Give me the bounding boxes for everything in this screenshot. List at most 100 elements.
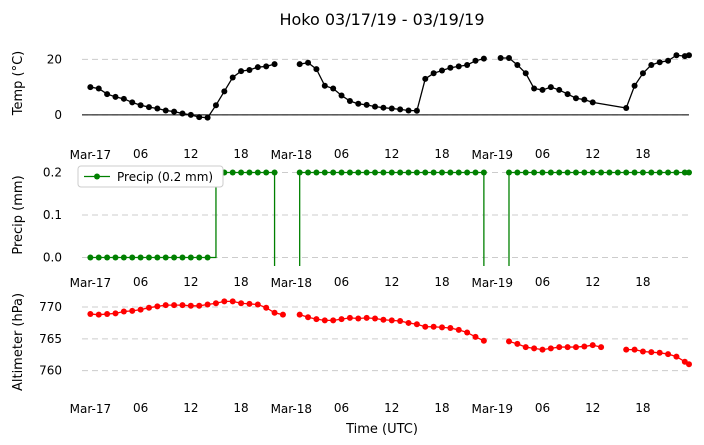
precipitation-data-point — [413, 169, 420, 176]
precipitation-ytick-label: 0.1 — [43, 208, 62, 222]
altimeter-series-line — [90, 300, 284, 316]
precipitation-xtick-label: 18 — [434, 275, 449, 289]
precipitation-data-point — [589, 169, 596, 176]
temperature-data-point — [112, 93, 119, 100]
temperature-data-point — [355, 100, 362, 107]
temperature-data-point — [154, 105, 161, 112]
altimeter-xtick-label: 12 — [585, 401, 600, 415]
temperature-data-point — [547, 84, 554, 91]
altimeter-data-point — [388, 317, 395, 324]
altimeter-xtick-label: 06 — [334, 401, 349, 415]
temperature-xtick-label: 18 — [635, 147, 650, 161]
precipitation-data-point — [556, 169, 563, 176]
altimeter-xtick-label: 06 — [535, 401, 550, 415]
altimeter-xtick-label: 18 — [434, 401, 449, 415]
altimeter-data-point — [279, 311, 286, 318]
temperature-data-point — [397, 106, 404, 113]
altimeter-data-point — [129, 307, 136, 314]
precipitation-data-point — [313, 169, 320, 176]
altimeter-data-point — [120, 308, 127, 315]
altimeter-ytick-label: 760 — [39, 364, 62, 378]
precipitation-data-point — [104, 254, 111, 261]
legend-label: Precip (0.2 mm) — [117, 170, 213, 184]
altimeter-data-point — [598, 344, 605, 351]
altimeter-data-point — [631, 346, 638, 353]
altimeter-xtick-label: Mar-17 — [70, 402, 111, 416]
temperature-data-point — [673, 52, 680, 59]
precipitation-data-point — [380, 169, 387, 176]
altimeter-data-point — [480, 337, 487, 344]
precipitation-data-point — [614, 169, 621, 176]
temperature-data-point — [238, 68, 245, 75]
precipitation-data-point — [648, 169, 655, 176]
precipitation-xtick-label: 06 — [334, 275, 349, 289]
temperature-data-point — [263, 63, 270, 70]
temperature-data-point — [497, 55, 504, 62]
altimeter-data-point — [522, 344, 529, 351]
temperature-data-point — [464, 61, 471, 68]
temperature-data-point — [330, 85, 337, 92]
precipitation-data-point — [363, 169, 370, 176]
temperature-data-point — [254, 64, 261, 71]
precipitation-data-point — [539, 169, 546, 176]
precipitation-data-point — [447, 169, 454, 176]
altimeter-data-point — [439, 324, 446, 331]
temperature-xtick-label: 18 — [233, 147, 248, 161]
altimeter-ytick-label: 770 — [39, 300, 62, 314]
altimeter-data-point — [472, 333, 479, 340]
precipitation-data-point — [631, 169, 638, 176]
precipitation-xtick-label: Mar-18 — [271, 276, 312, 290]
precipitation-data-point — [154, 254, 161, 261]
temperature-data-point — [221, 88, 228, 95]
precipitation-data-point — [405, 169, 412, 176]
altimeter-data-point — [212, 300, 219, 307]
temperature-data-point — [439, 67, 446, 74]
precipitation-data-point — [137, 254, 144, 261]
temperature-xtick-label: 06 — [133, 147, 148, 161]
precipitation-data-point — [681, 169, 688, 176]
altimeter-data-point — [505, 338, 512, 345]
altimeter-data-point — [263, 304, 270, 311]
altimeter-data-point — [187, 302, 194, 309]
altimeter-data-point — [581, 343, 588, 350]
temperature-data-point — [648, 61, 655, 68]
altimeter-xtick-label: 18 — [635, 401, 650, 415]
temperature-data-point — [505, 55, 512, 62]
altimeter-data-point — [673, 353, 680, 360]
temperature-data-point — [305, 59, 312, 66]
temperature-data-point — [531, 85, 538, 92]
altimeter-data-point — [238, 300, 245, 307]
altimeter-data-point — [464, 329, 471, 336]
temperature-data-point — [162, 107, 169, 114]
temperature-data-point — [556, 86, 563, 93]
temperature-data-point — [388, 105, 395, 112]
temperature-data-point — [212, 102, 219, 109]
temperature-xtick-label: 12 — [384, 147, 399, 161]
altimeter-data-point — [112, 310, 119, 317]
precipitation-xtick-label: 18 — [233, 275, 248, 289]
temperature-data-point — [87, 84, 94, 91]
temperature-data-point — [246, 66, 253, 73]
temperature-data-point — [480, 55, 487, 62]
altimeter-data-point — [363, 314, 370, 321]
temperature-data-point — [656, 59, 663, 66]
altimeter-data-point — [95, 311, 102, 318]
precipitation-data-point — [430, 169, 437, 176]
precipitation-data-point — [296, 169, 303, 176]
altimeter-data-point — [639, 348, 646, 355]
temperature-data-point — [686, 52, 692, 59]
temperature-series-line — [90, 63, 275, 119]
temperature-data-point — [313, 66, 320, 73]
precipitation-ytick-label: 0.0 — [43, 251, 62, 265]
temperature-data-point — [380, 104, 387, 111]
temperature-data-point — [296, 61, 303, 68]
panel-temperature: 0 20 Temp (°C) Mar-17 06 12 18 Mar-18 06 12 18 Mar-… — [11, 51, 692, 162]
altimeter-xtick-label: Mar-18 — [271, 402, 312, 416]
temperature-data-point — [539, 86, 546, 93]
precipitation-data-point — [623, 169, 630, 176]
precipitation-y-axis-label: Precip (mm) — [11, 175, 26, 254]
altimeter-xtick-label: Mar-19 — [472, 402, 513, 416]
precipitation-data-point — [572, 169, 579, 176]
precipitation-data-point — [505, 169, 512, 176]
altimeter-xtick-label: 12 — [183, 401, 198, 415]
